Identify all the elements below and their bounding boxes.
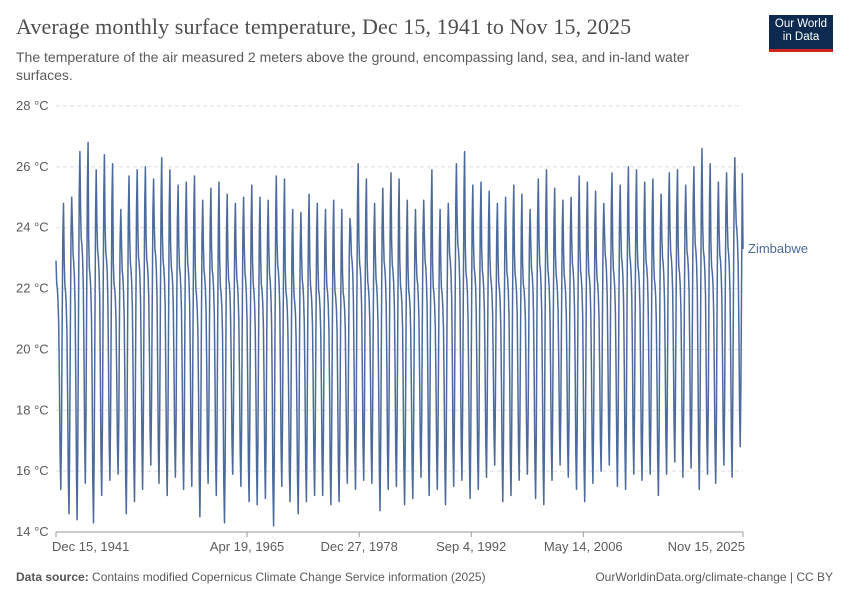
series-group: Zimbabwe — [55, 141, 808, 527]
owid-logo[interactable]: Our World in Data — [769, 15, 833, 52]
data-source-label: Data source: — [16, 570, 89, 584]
y-tick-label: 28 °C — [16, 98, 49, 113]
y-tick-label: 24 °C — [16, 220, 49, 235]
x-axis: Dec 15, 1941 Apr 19, 1965 Dec 27, 1978 Sep … — [52, 531, 745, 554]
logo-line-2: in Data — [782, 31, 820, 43]
attribution-link[interactable]: OurWorldinData.org/climate-change | CC B… — [595, 570, 833, 584]
x-tick-label: May 14, 2006 — [544, 539, 623, 554]
y-tick-label: 16 °C — [16, 463, 49, 478]
y-tick-label: 22 °C — [16, 281, 49, 296]
y-tick-label: 18 °C — [16, 402, 49, 417]
chart-title: Average monthly surface temperature, Dec… — [16, 14, 632, 39]
x-tick-label: Nov 15, 2025 — [668, 539, 745, 554]
data-source: Data source: Contains modified Copernicu… — [16, 570, 486, 584]
data-source-text[interactable]: Contains modified Copernicus Climate Cha… — [92, 570, 486, 584]
series-label[interactable]: Zimbabwe — [748, 241, 808, 256]
y-tick-label: 20 °C — [16, 341, 49, 356]
y-axis: 14 °C 16 °C 18 °C 20 °C 22 °C 24 °C 26 °C 28 °C — [16, 98, 49, 539]
y-tick-label: 26 °C — [16, 159, 49, 174]
x-tick-label: Apr 19, 1965 — [210, 539, 284, 554]
x-tick-label: Dec 15, 1941 — [52, 539, 129, 554]
chart-subtitle: The temperature of the air measured 2 me… — [16, 49, 690, 83]
y-tick-label: 14 °C — [16, 524, 49, 539]
series-line-zimbabwe[interactable] — [55, 141, 744, 527]
logo-line-1: Our World — [774, 18, 828, 30]
x-tick-label: Dec 27, 1978 — [320, 539, 397, 554]
x-tick-label: Sep 4, 1992 — [436, 539, 506, 554]
